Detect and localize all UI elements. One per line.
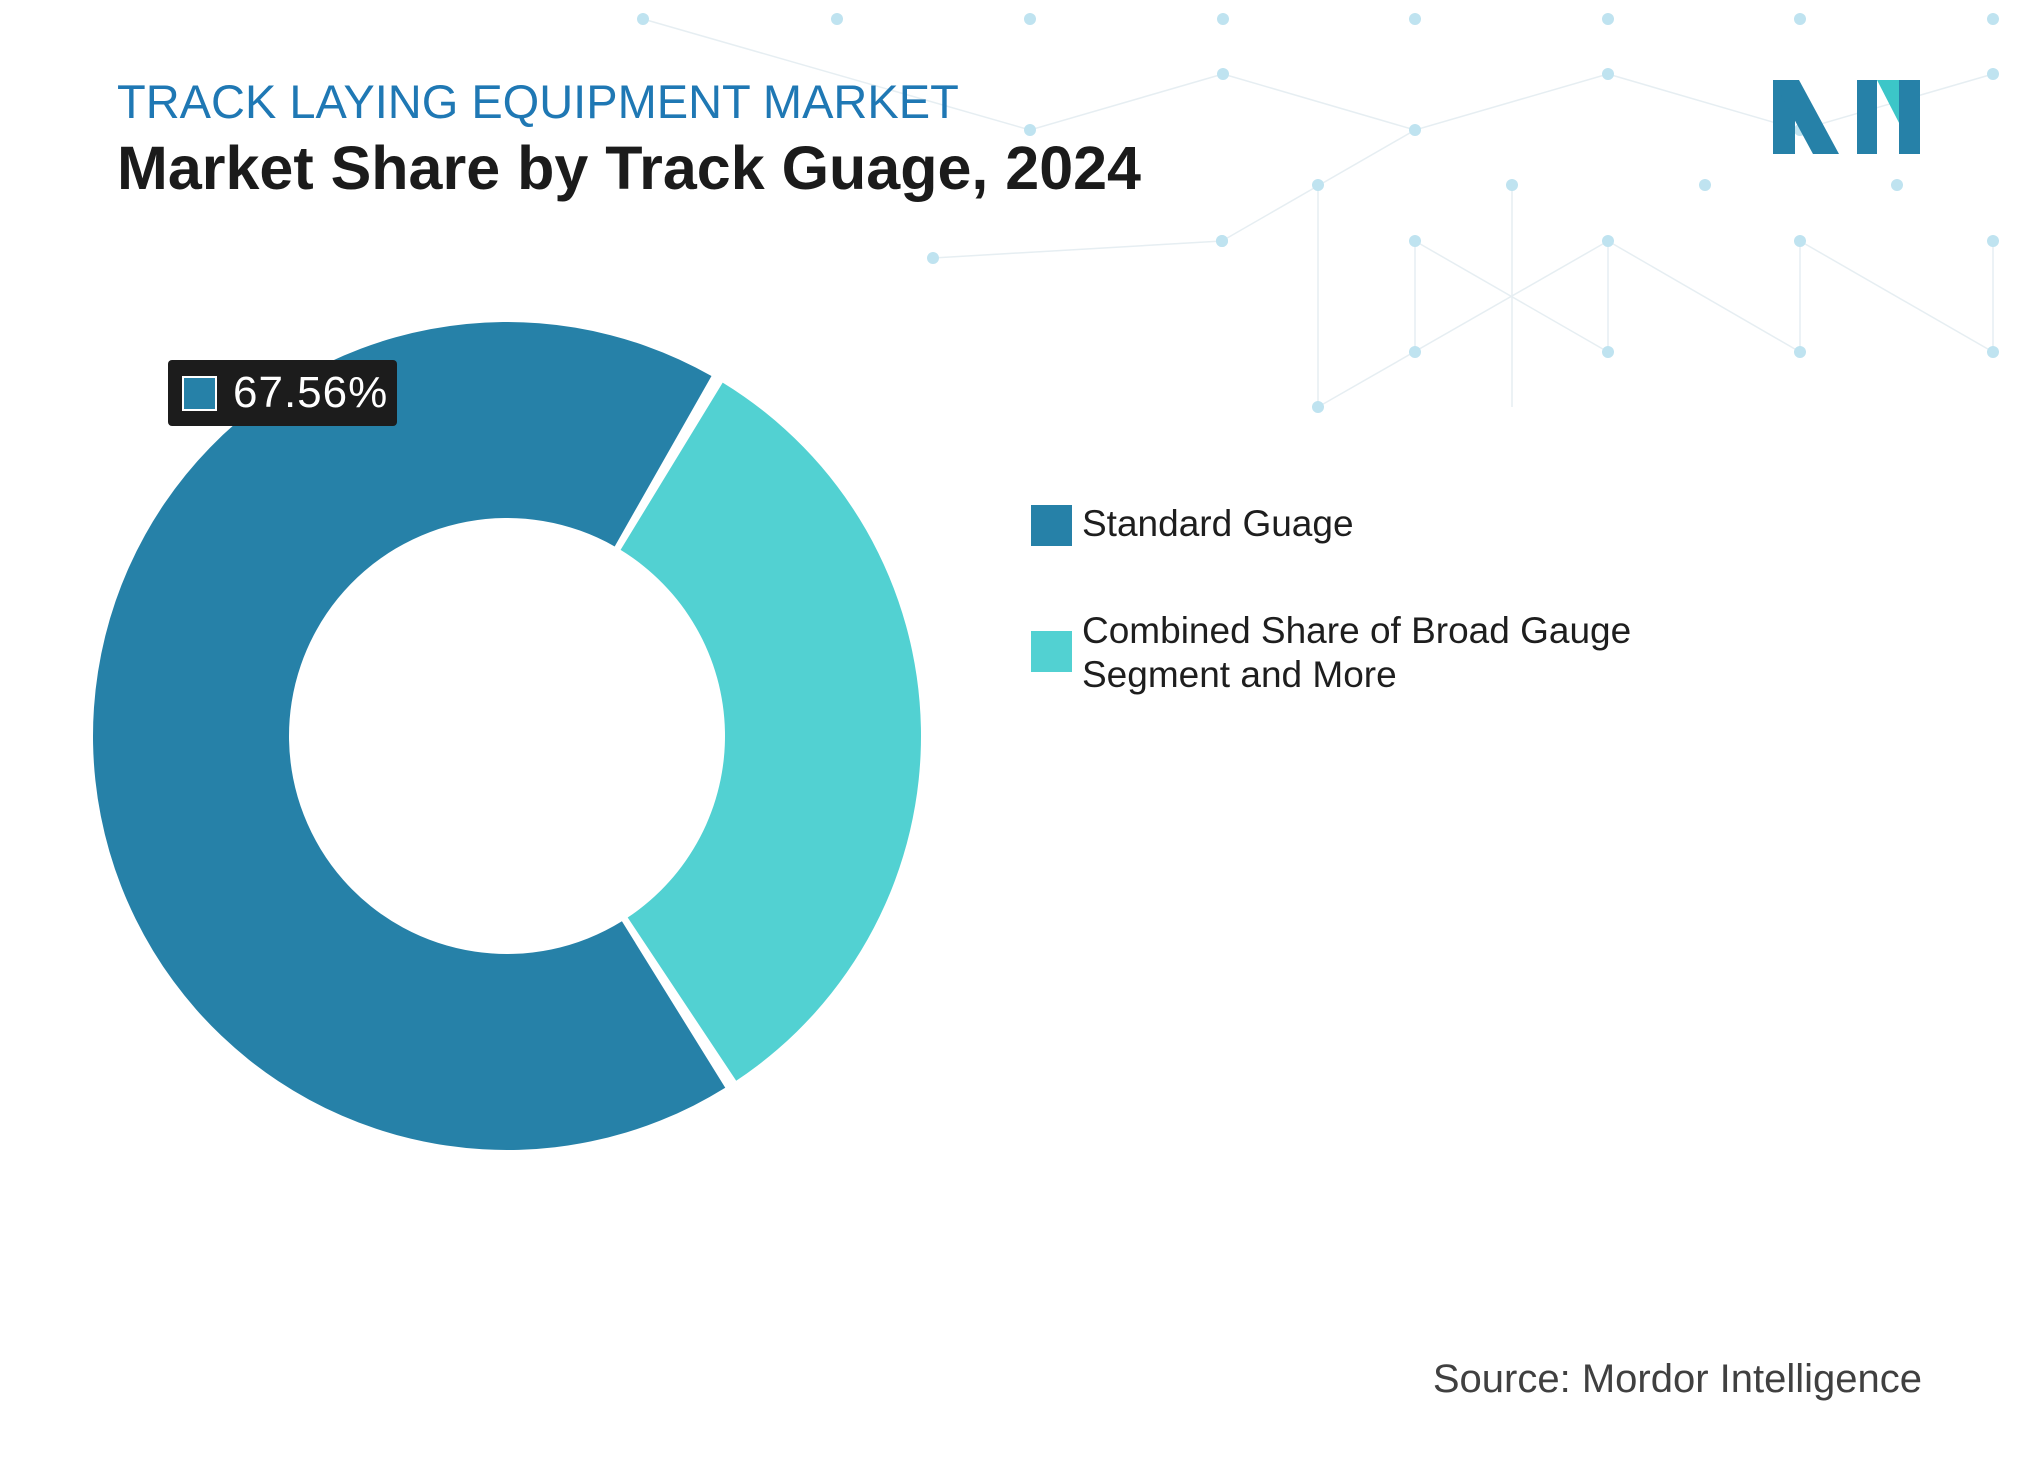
pattern-line — [1799, 240, 1994, 353]
pattern-line — [1222, 73, 1416, 131]
pattern-dot — [1794, 235, 1806, 247]
donut-slice-standard — [93, 321, 726, 1150]
pattern-line — [1607, 240, 1801, 353]
pattern-line — [1607, 73, 1801, 131]
pattern-dot — [1024, 13, 1036, 25]
logo-mid-bar — [1857, 80, 1877, 154]
data-label-swatch — [182, 375, 217, 411]
pattern-dot — [1506, 179, 1518, 191]
donut-slice-combined — [620, 382, 921, 1081]
pattern-dot — [1987, 235, 1999, 247]
logo-diagonal-1 — [1773, 80, 1839, 154]
legend-item-standard: Standard Guage — [1031, 503, 1782, 546]
pattern-line — [932, 240, 1223, 259]
chart-title: Market Share by Track Guage, 2024 — [117, 134, 1141, 202]
data-label-value: 67.56% — [233, 368, 389, 417]
pattern-line — [642, 18, 1031, 131]
pattern-dot — [637, 13, 649, 25]
pattern-dot — [1794, 346, 1806, 358]
pattern-dot — [1409, 124, 1421, 136]
chart-kicker: TRACK LAYING EQUIPMENT MARKET — [117, 75, 959, 128]
pattern-dot — [1409, 235, 1421, 247]
pattern-dot — [1987, 13, 1999, 25]
data-label-standard: 67.56% — [168, 360, 397, 426]
pattern-line — [1414, 73, 1609, 131]
pattern-dot — [1891, 179, 1903, 191]
pattern-dot — [1409, 346, 1421, 358]
pattern-line — [1029, 73, 1224, 131]
legend-item-combined: Combined Share of Broad Gauge Segment an… — [1031, 609, 1722, 697]
legend-label-combined: Combined Share of Broad Gauge Segment an… — [1082, 610, 1632, 695]
pattern-dot — [1312, 179, 1324, 191]
pattern-dot — [1987, 68, 1999, 80]
source-note: Source: Mordor Intelligence — [1432, 1357, 1922, 1401]
logo-right-bar — [1899, 80, 1920, 154]
pattern-dot — [1216, 235, 1228, 247]
pattern-dot — [1312, 401, 1324, 413]
pattern-dot — [1217, 13, 1229, 25]
pattern-dot — [1987, 346, 1999, 358]
legend-swatch-standard — [1031, 505, 1072, 546]
pattern-dot — [1602, 68, 1614, 80]
pattern-dot — [1794, 13, 1806, 25]
pattern-dot — [1699, 179, 1711, 191]
pattern-dot — [1217, 68, 1229, 80]
pattern-dot — [1602, 13, 1614, 25]
pattern-line — [1317, 240, 1609, 408]
pattern-dot — [831, 13, 843, 25]
pattern-dot — [1024, 124, 1036, 136]
pattern-dot — [1602, 346, 1614, 358]
legend-swatch-combined — [1031, 631, 1072, 672]
pattern-dot — [1409, 13, 1421, 25]
pattern-dot — [1602, 235, 1614, 247]
legend-label-standard: Standard Guage — [1082, 503, 1354, 544]
mordor-logo-icon — [1773, 80, 1920, 154]
pattern-dot — [927, 252, 939, 264]
